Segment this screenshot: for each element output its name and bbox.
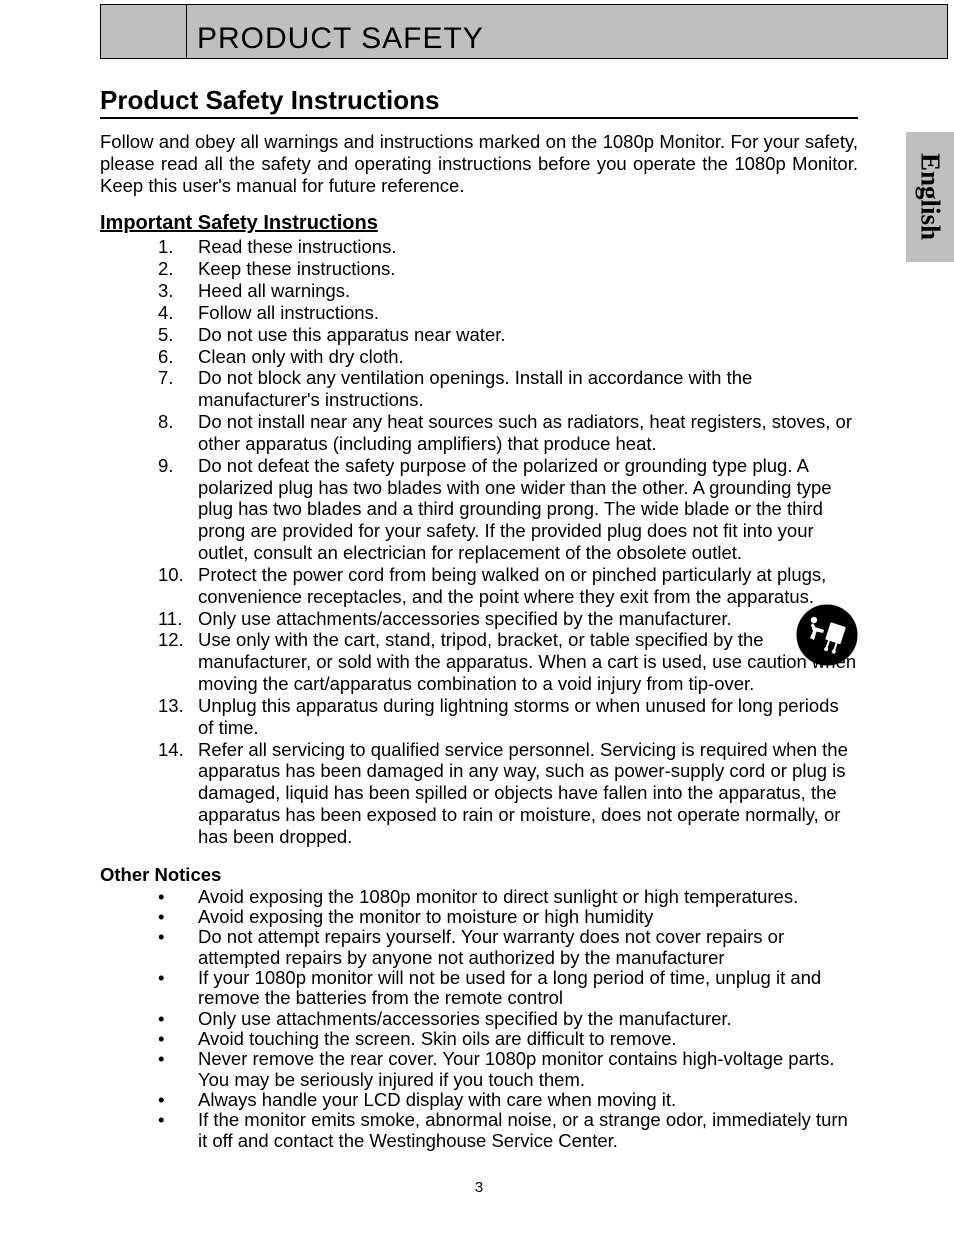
language-tab: English xyxy=(906,132,954,262)
list-item: Only use attachments/accessories specifi… xyxy=(158,1009,858,1029)
list-item: 7. Do not block any ventilation openings.… xyxy=(158,367,858,411)
list-item: Avoid exposing the monitor to moisture o… xyxy=(158,907,858,927)
list-text: Do not use this apparatus near water. xyxy=(198,324,506,345)
list-text: Avoid exposing the 1080p monitor to dire… xyxy=(198,886,798,907)
list-item: 11. Only use attachments/accessories spec… xyxy=(158,608,858,630)
list-item: 2. Keep these instructions. xyxy=(158,258,858,280)
list-number: 10. xyxy=(158,564,188,586)
list-text: Unplug this apparatus during lightning s… xyxy=(198,695,839,738)
list-number: 7. xyxy=(158,367,188,389)
list-text: Only use attachments/accessories specifi… xyxy=(198,1008,732,1029)
page-number: 3 xyxy=(100,1179,858,1216)
list-item: 3. Heed all warnings. xyxy=(158,280,858,302)
list-item: 5. Do not use this apparatus near water. xyxy=(158,324,858,346)
list-item: 10. Protect the power cord from being wal… xyxy=(158,564,858,608)
list-number: 13. xyxy=(158,695,188,717)
list-text: Read these instructions. xyxy=(198,236,396,257)
list-item: If your 1080p monitor will not be used f… xyxy=(158,968,858,1009)
list-text: If the monitor emits smoke, abnormal noi… xyxy=(198,1109,848,1150)
list-item: 14. Refer all servicing to qualified serv… xyxy=(158,739,858,848)
list-number: 5. xyxy=(158,324,188,346)
list-number: 14. xyxy=(158,739,188,761)
list-number: 3. xyxy=(158,280,188,302)
list-item: 1. Read these instructions. xyxy=(158,236,858,258)
list-text: Do not block any ventilation openings. I… xyxy=(198,367,752,410)
cart-tip-over-warning-icon xyxy=(796,604,858,671)
list-item: 12. Use only with the cart, stand, tripod… xyxy=(158,629,858,694)
list-text: Do not defeat the safety purpose of the … xyxy=(198,455,832,563)
list-item: Do not attempt repairs yourself. Your wa… xyxy=(158,927,858,968)
language-tab-label: English xyxy=(915,153,946,240)
list-text: Keep these instructions. xyxy=(198,258,395,279)
header-divider xyxy=(186,5,187,58)
list-text: Protect the power cord from being walked… xyxy=(198,564,826,607)
list-number: 4. xyxy=(158,302,188,324)
list-number: 12. xyxy=(158,629,188,651)
main-heading: Product Safety Instructions xyxy=(100,85,858,119)
list-text: If your 1080p monitor will not be used f… xyxy=(198,967,821,1008)
list-text: Only use attachments/accessories specifi… xyxy=(198,608,732,629)
list-number: 2. xyxy=(158,258,188,280)
list-item: If the monitor emits smoke, abnormal noi… xyxy=(158,1110,858,1151)
list-number: 8. xyxy=(158,411,188,433)
list-item: 9. Do not defeat the safety purpose of th… xyxy=(158,455,858,564)
list-text: Always handle your LCD display with care… xyxy=(198,1089,676,1110)
list-text: Do not install near any heat sources suc… xyxy=(198,411,852,454)
list-text: Do not attempt repairs yourself. Your wa… xyxy=(198,926,784,967)
important-heading: Important Safety Instructions xyxy=(100,212,858,235)
list-number: 9. xyxy=(158,455,188,477)
list-text: Clean only with dry cloth. xyxy=(198,346,404,367)
list-text: Use only with the cart, stand, tripod, b… xyxy=(198,629,856,694)
list-item: 13. Unplug this apparatus during lightnin… xyxy=(158,695,858,739)
list-item: Never remove the rear cover. Your 1080p … xyxy=(158,1049,858,1090)
other-notices-list: Avoid exposing the 1080p monitor to dire… xyxy=(100,887,858,1151)
header-bar: PRODUCT SAFETY xyxy=(100,4,948,59)
list-item: 8. Do not install near any heat sources s… xyxy=(158,411,858,455)
list-text: Avoid exposing the monitor to moisture o… xyxy=(198,906,653,927)
other-notices-heading: Other Notices xyxy=(100,864,858,886)
list-item: 6. Clean only with dry cloth. xyxy=(158,346,858,368)
list-number: 6. xyxy=(158,346,188,368)
list-item: Avoid exposing the 1080p monitor to dire… xyxy=(158,887,858,907)
list-item: 4. Follow all instructions. xyxy=(158,302,858,324)
list-text: Refer all servicing to qualified service… xyxy=(198,739,848,847)
list-text: Avoid touching the screen. Skin oils are… xyxy=(198,1028,677,1049)
important-list: 1. Read these instructions. 2. Keep these i… xyxy=(100,236,858,847)
list-text: Heed all warnings. xyxy=(198,280,350,301)
list-item: Avoid touching the screen. Skin oils are… xyxy=(158,1029,858,1049)
list-item: Always handle your LCD display with care… xyxy=(158,1090,858,1110)
header-title: PRODUCT SAFETY xyxy=(197,22,484,56)
list-text: Never remove the rear cover. Your 1080p … xyxy=(198,1048,835,1089)
list-number: 1. xyxy=(158,236,188,258)
list-number: 11. xyxy=(158,608,188,630)
list-text: Follow all instructions. xyxy=(198,302,379,323)
intro-paragraph: Follow and obey all warnings and instruc… xyxy=(100,131,858,196)
